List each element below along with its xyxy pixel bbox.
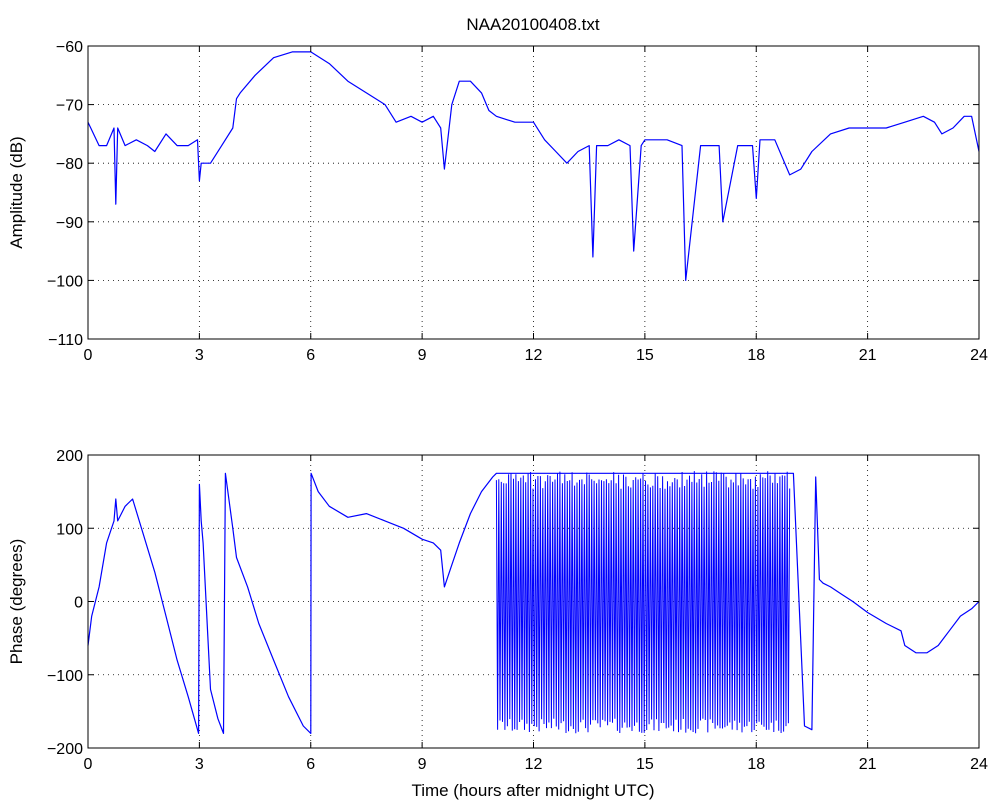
amplitude-series-line — [87, 51, 980, 281]
phase-ticks: 0 3 6 9 12 15 18 21 24 200 100 0 −100 −200 — [47, 448, 988, 773]
phase-x-tick-label: 21 — [859, 756, 877, 773]
chart-title: NAA20100408.txt — [466, 15, 600, 34]
phase-x-tick-label: 12 — [525, 756, 543, 773]
amplitude-grid — [88, 46, 979, 339]
phase-x-tick-label: 24 — [970, 756, 988, 773]
phase-y-tick-label: −100 — [47, 668, 83, 685]
amplitude-y-tick-label: −80 — [56, 156, 83, 173]
amplitude-x-tick-label: 9 — [418, 347, 427, 364]
phase-y-tick-label: 200 — [56, 448, 83, 465]
amplitude-x-tick-label: 3 — [195, 347, 204, 364]
phase-x-tick-label: 15 — [636, 756, 654, 773]
amplitude-y-tick-label: −70 — [56, 98, 83, 115]
phase-plot: 0 3 6 9 12 15 18 21 24 200 100 0 −100 −200 Phase (deg… — [7, 448, 988, 800]
amplitude-x-tick-label: 0 — [84, 347, 93, 364]
phase-x-tick-label: 9 — [418, 756, 427, 773]
phase-x-tick-label: 18 — [747, 756, 765, 773]
amplitude-x-tick-label: 18 — [747, 347, 765, 364]
phase-line — [87, 472, 980, 735]
phase-y-axis-label: Phase (degrees) — [7, 539, 26, 665]
amplitude-y-tick-label: −60 — [56, 39, 83, 56]
amplitude-x-tick-label: 21 — [859, 347, 877, 364]
amplitude-x-tick-label: 24 — [970, 347, 988, 364]
amplitude-y-tick-label: −100 — [47, 273, 83, 290]
amplitude-plot: NAA20100408.txt 0 3 6 9 12 15 18 21 24 −60 −70 −80 −… — [7, 15, 988, 364]
phase-x-tick-label: 6 — [306, 756, 315, 773]
amplitude-x-tick-label: 12 — [525, 347, 543, 364]
phase-y-tick-label: 100 — [56, 521, 83, 538]
phase-x-tick-label: 3 — [195, 756, 204, 773]
phase-y-tick-label: 0 — [74, 595, 83, 612]
x-axis-label: Time (hours after midnight UTC) — [411, 781, 654, 800]
amplitude-ticks: 0 3 6 9 12 15 18 21 24 −60 −70 −80 −90 −100 −110 — [47, 39, 988, 364]
amplitude-y-tick-label: −110 — [48, 332, 83, 349]
amplitude-x-tick-label: 6 — [306, 347, 315, 364]
phase-y-tick-label: −200 — [47, 741, 83, 758]
phase-series-line — [87, 472, 980, 735]
amplitude-line — [87, 51, 980, 281]
amplitude-y-axis-label: Amplitude (dB) — [7, 136, 26, 248]
amplitude-y-tick-label: −90 — [56, 215, 83, 232]
phase-x-tick-label: 0 — [84, 756, 93, 773]
amplitude-x-tick-label: 15 — [636, 347, 654, 364]
